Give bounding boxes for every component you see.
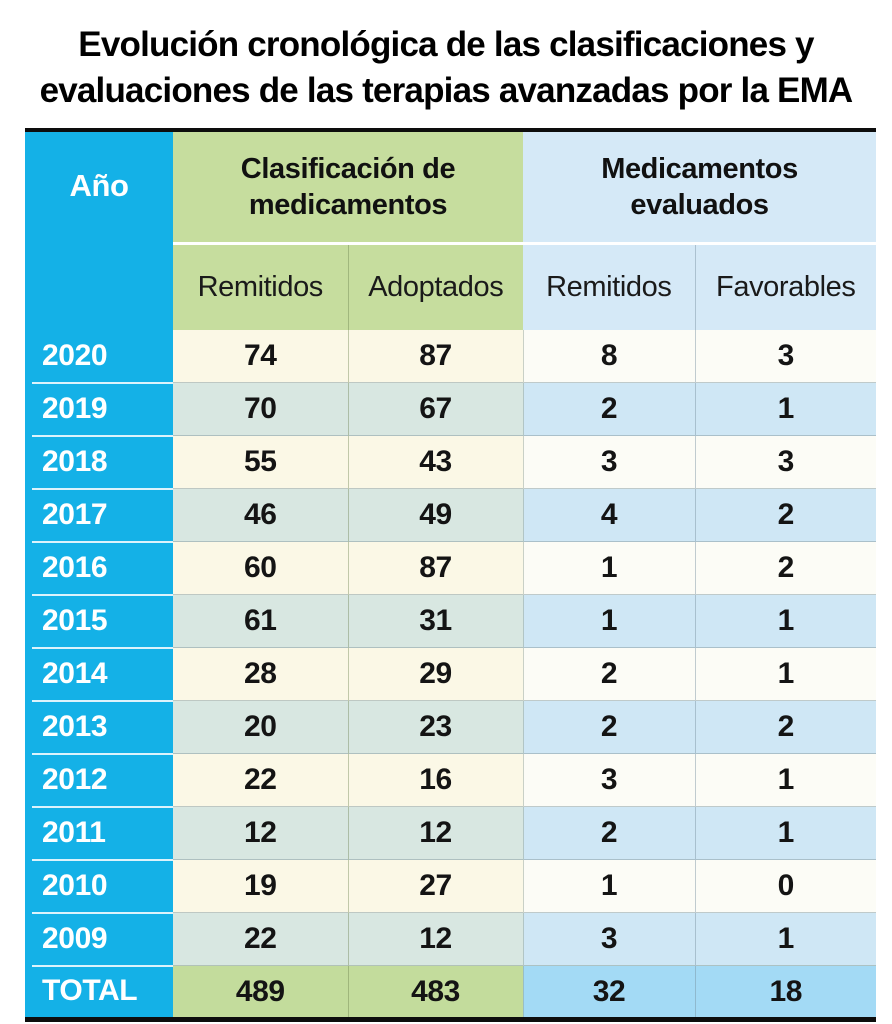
value-cell: 3 bbox=[522, 912, 696, 966]
year-cell: TOTAL bbox=[25, 964, 173, 1017]
value-cell: 489 bbox=[173, 965, 348, 1017]
value-cell: 1 bbox=[694, 753, 877, 807]
table-row: 2010 19 27 1 0 bbox=[25, 858, 877, 913]
value-cell: 46 bbox=[173, 488, 348, 542]
value-cell: 483 bbox=[347, 965, 524, 1017]
year-cell: 2009 bbox=[25, 911, 173, 966]
table-row: 2014 28 29 2 1 bbox=[25, 646, 877, 701]
year-cell: 2013 bbox=[25, 699, 173, 754]
group-header-clasificacion: Clasificación de medicamentos bbox=[173, 132, 524, 244]
year-cell: 2012 bbox=[25, 752, 173, 807]
value-cell: 1 bbox=[522, 541, 696, 595]
year-cell: 2018 bbox=[25, 434, 173, 489]
value-cell: 0 bbox=[694, 859, 877, 913]
table-body: 2020 74 87 8 3 2019 70 67 2 1 2018 55 43 3 3 2017 46 49 4 2… bbox=[25, 330, 877, 1017]
subheader-clasificacion-adoptados: Adoptados bbox=[347, 242, 524, 330]
value-cell: 22 bbox=[173, 912, 348, 966]
value-cell: 1 bbox=[694, 382, 877, 436]
value-cell: 2 bbox=[694, 700, 877, 754]
group-header-evaluados: Medicamentos evaluados bbox=[523, 132, 877, 244]
group-header-row: Año Clasificación de medicamentos Medica… bbox=[25, 132, 877, 330]
value-cell: 1 bbox=[694, 594, 877, 648]
value-cell: 2 bbox=[694, 488, 877, 542]
value-cell: 1 bbox=[522, 859, 696, 913]
value-cell: 49 bbox=[347, 488, 524, 542]
value-cell: 70 bbox=[173, 382, 348, 436]
table-row: 2009 22 12 3 1 bbox=[25, 911, 877, 966]
value-cell: 3 bbox=[522, 753, 696, 807]
table-row: 2011 12 12 2 1 bbox=[25, 805, 877, 860]
table-row: 2013 20 23 2 2 bbox=[25, 699, 877, 754]
table-header: Año Clasificación de medicamentos Medica… bbox=[25, 132, 877, 330]
value-cell: 2 bbox=[522, 806, 696, 860]
table-row: 2015 61 31 1 1 bbox=[25, 593, 877, 648]
value-cell: 2 bbox=[522, 700, 696, 754]
year-column-header: Año bbox=[25, 132, 173, 330]
value-cell: 19 bbox=[173, 859, 348, 913]
value-cell: 3 bbox=[522, 435, 696, 489]
year-cell: 2014 bbox=[25, 646, 173, 701]
value-cell: 87 bbox=[347, 330, 524, 383]
value-cell: 12 bbox=[347, 806, 524, 860]
sub-header-row: Remitidos Adoptados Remitidos Favorables bbox=[25, 242, 877, 330]
value-cell: 3 bbox=[694, 435, 877, 489]
value-cell: 1 bbox=[694, 647, 877, 701]
value-cell: 28 bbox=[173, 647, 348, 701]
table-row: 2012 22 16 3 1 bbox=[25, 752, 877, 807]
value-cell: 12 bbox=[347, 912, 524, 966]
value-cell: 8 bbox=[522, 330, 696, 383]
table-row: 2019 70 67 2 1 bbox=[25, 381, 877, 436]
value-cell: 1 bbox=[694, 806, 877, 860]
value-cell: 4 bbox=[522, 488, 696, 542]
subheader-clasificacion-remitidos: Remitidos bbox=[173, 242, 348, 330]
year-cell: 2017 bbox=[25, 487, 173, 542]
value-cell: 29 bbox=[347, 647, 524, 701]
year-cell: 2011 bbox=[25, 805, 173, 860]
value-cell: 27 bbox=[347, 859, 524, 913]
data-table: Año Clasificación de medicamentos Medica… bbox=[25, 132, 877, 1017]
data-table-container: Año Clasificación de medicamentos Medica… bbox=[25, 128, 877, 1022]
table-row: 2016 60 87 1 2 bbox=[25, 540, 877, 595]
value-cell: 3 bbox=[694, 330, 877, 383]
value-cell: 32 bbox=[522, 965, 696, 1017]
value-cell: 18 bbox=[694, 965, 877, 1017]
value-cell: 55 bbox=[173, 435, 348, 489]
table-row: 2020 74 87 8 3 bbox=[25, 330, 877, 383]
value-cell: 12 bbox=[173, 806, 348, 860]
value-cell: 20 bbox=[173, 700, 348, 754]
page-title: Evolución cronológica de las clasificaci… bbox=[39, 25, 854, 110]
value-cell: 23 bbox=[347, 700, 524, 754]
value-cell: 31 bbox=[347, 594, 524, 648]
value-cell: 43 bbox=[347, 435, 524, 489]
value-cell: 22 bbox=[173, 753, 348, 807]
year-cell: 2016 bbox=[25, 540, 173, 595]
year-cell: 2010 bbox=[25, 858, 173, 913]
value-cell: 2 bbox=[522, 647, 696, 701]
table-row: 2017 46 49 4 2 bbox=[25, 487, 877, 542]
subheader-evaluados-remitidos: Remitidos bbox=[523, 242, 696, 330]
table-row: 2018 55 43 3 3 bbox=[25, 434, 877, 489]
subheader-evaluados-favorables: Favorables bbox=[694, 242, 877, 330]
value-cell: 60 bbox=[173, 541, 348, 595]
value-cell: 74 bbox=[173, 330, 348, 383]
value-cell: 2 bbox=[694, 541, 877, 595]
value-cell: 87 bbox=[347, 541, 524, 595]
value-cell: 16 bbox=[347, 753, 524, 807]
value-cell: 1 bbox=[694, 912, 877, 966]
total-row: TOTAL 489 483 32 18 bbox=[25, 964, 877, 1017]
year-cell: 2015 bbox=[25, 593, 173, 648]
year-cell: 2020 bbox=[25, 330, 173, 383]
value-cell: 1 bbox=[522, 594, 696, 648]
value-cell: 67 bbox=[347, 382, 524, 436]
value-cell: 2 bbox=[522, 382, 696, 436]
year-cell: 2019 bbox=[25, 381, 173, 436]
value-cell: 61 bbox=[173, 594, 348, 648]
